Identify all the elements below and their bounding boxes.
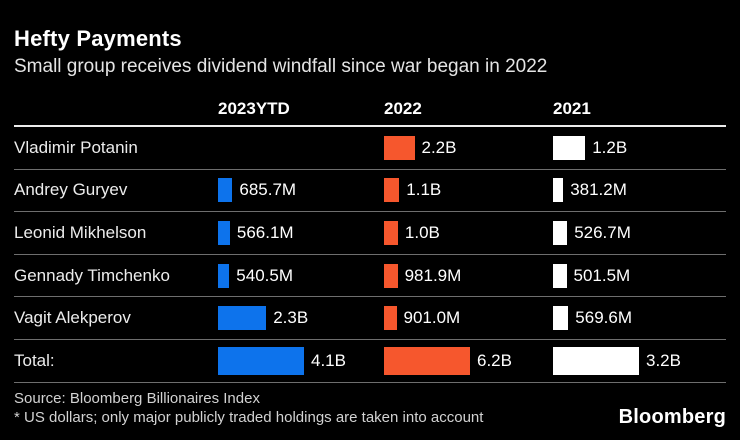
bar-2023YTD [218, 346, 304, 375]
value-cell-2023YTD: 540.5M [218, 255, 293, 297]
value-label: 381.2M [570, 180, 627, 200]
value-label: 569.6M [575, 308, 632, 328]
value-label: 501.5M [573, 265, 631, 285]
value-label: 6.2B [477, 350, 512, 370]
bar-2023YTD [218, 263, 230, 288]
column-header-2021: 2021 [553, 99, 591, 119]
bar-2022 [384, 346, 470, 375]
value-label: 901.0M [403, 308, 461, 328]
total-row: Total: 4.1B 6.2B 3.2B [14, 340, 726, 383]
table-row: Gennady Timchenko 540.5M 981.9M 501.5M [14, 255, 726, 298]
value-label: 1.0B [404, 223, 440, 243]
bar-2021 [553, 346, 639, 375]
footnote-text: * US dollars; only major publicly traded… [14, 409, 484, 427]
bar-2022 [384, 178, 400, 203]
table-row: Vagit Alekperov 2.3B 901.0M 569.6M [14, 297, 726, 341]
value-cell-2023YTD: 685.7M [218, 170, 296, 212]
value-cell-2021: 526.7M [553, 212, 631, 254]
bar-2023YTD [218, 178, 233, 203]
bar-2021 [553, 306, 569, 331]
value-cell-2022: 2.2B [384, 127, 456, 169]
value-label: 540.5M [236, 265, 293, 285]
row-label: Gennady Timchenko [14, 265, 170, 285]
bar-2023YTD [218, 221, 230, 246]
bar-2021 [553, 263, 567, 288]
row-label: Total: [14, 350, 55, 370]
value-cell-2022: 1.0B [384, 212, 440, 254]
row-label: Vagit Alekperov [14, 308, 131, 328]
bar-2021 [553, 135, 586, 160]
row-label: Andrey Guryev [14, 180, 128, 200]
source-text: Source: Bloomberg Billionaires Index [14, 389, 260, 407]
bar-2022 [384, 135, 415, 160]
value-cell-2021: 501.5M [553, 255, 630, 297]
value-label: 566.1M [236, 223, 294, 243]
bar-2022 [384, 263, 398, 288]
value-label: 2.2B [421, 137, 457, 157]
value-label: 2.3B [273, 308, 309, 328]
value-cell-2023YTD: 2.3B [218, 297, 308, 339]
row-label: Leonid Mikhelson [14, 223, 147, 243]
value-cell-2023YTD: 566.1M [218, 212, 294, 254]
value-label: 685.7M [239, 180, 297, 200]
column-header-2023ytd: 2023YTD [218, 99, 290, 119]
table-row: Leonid Mikhelson 566.1M 1.0B 526.7M [14, 212, 726, 255]
bar-2022 [384, 221, 398, 246]
bloomberg-logo: Bloomberg [618, 406, 726, 428]
bar-2021 [553, 178, 564, 203]
value-cell-2021: 381.2M [553, 170, 627, 212]
value-label: 1.2B [592, 137, 628, 157]
value-label: 4.1B [311, 350, 346, 370]
value-cell-2021: 1.2B [553, 127, 627, 169]
bar-2022 [384, 306, 397, 331]
value-cell-2022: 6.2B [384, 340, 512, 382]
value-label: 1.1B [406, 180, 442, 200]
chart-subtitle: Small group receives dividend windfall s… [14, 56, 548, 78]
value-label: 981.9M [404, 265, 462, 285]
value-label: 526.7M [574, 223, 631, 243]
value-cell-2022: 1.1B [384, 170, 441, 212]
column-header-2022: 2022 [384, 99, 422, 119]
value-cell-2022: 901.0M [384, 297, 460, 339]
column-headers: 2023YTD 2022 2021 [14, 95, 726, 125]
page-title: Hefty Payments [14, 26, 182, 51]
value-cell-2021: 569.6M [553, 297, 632, 339]
value-cell-2022: 981.9M [384, 255, 461, 297]
value-label: 3.2B [646, 350, 681, 370]
table-row: Andrey Guryev 685.7M 1.1B 381.2M [14, 170, 726, 213]
bar-2021 [553, 221, 568, 246]
value-cell-2021: 3.2B [553, 340, 681, 382]
bar-2023YTD [218, 306, 267, 331]
table-row: Vladimir Potanin 2.2B 1.2B [14, 127, 726, 170]
value-cell-2023YTD: 4.1B [218, 340, 346, 382]
row-label: Vladimir Potanin [14, 137, 138, 157]
chart-table: Vladimir Potanin 2.2B 1.2B Andrey Guryev 685… [14, 125, 726, 383]
chart-footer: Source: Bloomberg Billionaires Index * U… [14, 389, 726, 429]
